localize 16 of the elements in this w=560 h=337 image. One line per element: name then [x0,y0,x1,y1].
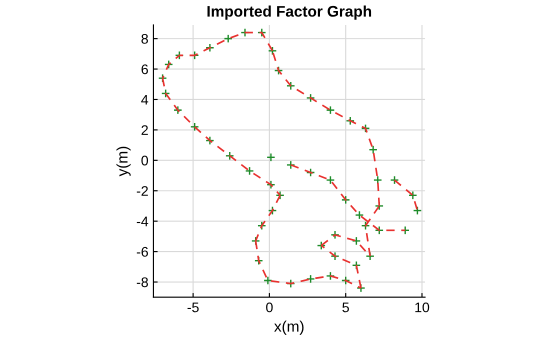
chart-title: Imported Factor Graph [208,6,372,20]
y-tick-label: 2 [142,125,148,135]
x-tick-label: 10 [415,302,430,312]
y-tick-label: 8 [141,34,148,44]
x-axis-title: x(m) [274,320,304,335]
y-tick-label: -6 [136,246,148,257]
y-axis-title: y(m) [116,146,131,176]
x-tick-label: 0 [266,302,273,312]
y-tick-label: -8 [136,277,148,288]
y-tick-label: 4 [141,94,148,105]
x-tick-label: -5 [188,302,199,312]
y-tick-label: -2 [136,186,148,196]
y-tick-label: -4 [136,216,148,226]
x-tick-label: 5 [342,302,349,312]
y-tick-label: 0 [141,156,148,166]
y-tick-label: 6 [142,64,148,74]
